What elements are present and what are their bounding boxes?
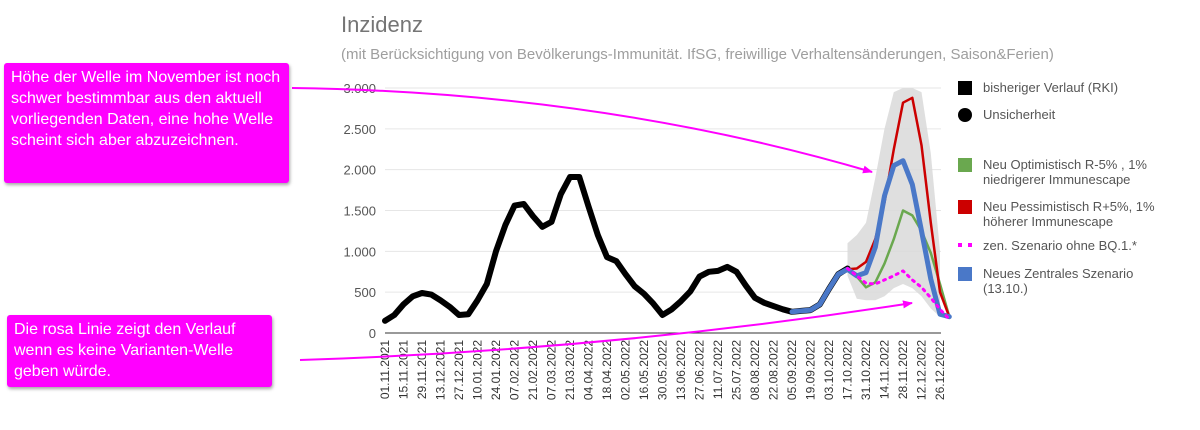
x-tick-label: 22.08.2022 bbox=[767, 340, 781, 400]
x-tick-label: 16.05.2022 bbox=[637, 340, 651, 400]
x-tick-label: 27.12.2021 bbox=[452, 340, 466, 400]
legend-item-no-bq1: zen. Szenario ohne BQ.1.* bbox=[958, 238, 1137, 253]
x-tick-label: 12.12.2022 bbox=[915, 340, 929, 400]
x-tick-label: 15.11.2021 bbox=[397, 340, 411, 399]
legend-label: Neu Optimistisch R-5% , 1% niedrigerer I… bbox=[983, 157, 1147, 187]
legend-swatch bbox=[958, 243, 972, 247]
y-tick-label: 3.000 bbox=[343, 81, 376, 96]
legend-swatch bbox=[958, 267, 972, 281]
no-bq1-series-line bbox=[846, 267, 951, 321]
x-tick-label: 07.02.2022 bbox=[508, 340, 522, 400]
legend-item-central: Neues Zentrales Szenario (13.10.) bbox=[958, 266, 1153, 296]
chart-subtitle: (mit Berücksichtigung von Bevölkerungs-I… bbox=[341, 46, 1054, 63]
x-tick-label: 07.03.2022 bbox=[545, 340, 559, 400]
x-tick-label: 31.10.2022 bbox=[859, 340, 873, 400]
axis-labels: 0 500 1.000 1.500 2.000 2.500 3.000 01.11.2021 1… bbox=[343, 81, 947, 400]
x-tick-label: 04.04.2022 bbox=[582, 340, 596, 400]
legend-swatch bbox=[958, 158, 972, 172]
x-tick-label: 10.01.2022 bbox=[471, 340, 485, 400]
y-tick-label: 500 bbox=[354, 285, 376, 300]
y-tick-label: 2.000 bbox=[343, 163, 376, 178]
x-tick-label: 18.04.2022 bbox=[600, 340, 614, 400]
series-layer bbox=[382, 96, 952, 324]
x-tick-label: 21.02.2022 bbox=[526, 340, 540, 400]
historical-series-line bbox=[382, 174, 851, 324]
callout-arrow-top bbox=[291, 87, 873, 174]
x-tick-label: 21.03.2022 bbox=[563, 340, 577, 400]
x-tick-label: 08.08.2022 bbox=[748, 340, 762, 400]
legend-label: zen. Szenario ohne BQ.1.* bbox=[983, 238, 1137, 253]
legend-label: Neu Pessimistisch R+5%, 1% höherer Immun… bbox=[983, 199, 1155, 229]
x-tick-label: 19.09.2022 bbox=[804, 340, 818, 400]
legend-item-optimistic: Neu Optimistisch R-5% , 1% niedrigerer I… bbox=[958, 157, 1183, 187]
x-tick-label: 05.09.2022 bbox=[785, 340, 799, 400]
x-tick-label: 29.11.2021 bbox=[415, 340, 429, 399]
chart-title: Inzidenz bbox=[341, 12, 423, 37]
legend-item-uncertainty: Unsicherheit bbox=[958, 107, 1055, 122]
x-tick-label: 28.11.2022 bbox=[896, 340, 910, 399]
gridlines bbox=[385, 87, 941, 334]
y-tick-label: 0 bbox=[369, 326, 376, 341]
x-tick-label: 13.06.2022 bbox=[674, 340, 688, 400]
callout-arrows bbox=[291, 87, 913, 361]
central-series-line bbox=[789, 158, 952, 320]
y-tick-label: 1.000 bbox=[343, 244, 376, 259]
legend-label: Neues Zentrales Szenario (13.10.) bbox=[983, 266, 1134, 296]
y-tick-label: 1.500 bbox=[343, 204, 376, 219]
x-tick-label: 02.05.2022 bbox=[619, 340, 633, 400]
x-tick-label: 25.07.2022 bbox=[730, 340, 744, 400]
callout-bottom: Die rosa Linie zeigt den Verlauf wenn es… bbox=[7, 315, 272, 387]
pessimistic-series-line bbox=[846, 96, 951, 318]
legend-swatch bbox=[958, 108, 972, 122]
x-tick-label: 24.01.2022 bbox=[489, 340, 503, 400]
x-tick-label: 03.10.2022 bbox=[822, 340, 836, 400]
x-tick-label: 14.11.2022 bbox=[878, 340, 892, 399]
x-tick-label: 01.11.2021 bbox=[378, 340, 392, 399]
legend-item-pessimistic: Neu Pessimistisch R+5%, 1% höherer Immun… bbox=[958, 199, 1183, 229]
callout-top: Höhe der Welle im November ist noch schw… bbox=[4, 63, 289, 183]
legend-swatch bbox=[958, 200, 972, 214]
x-tick-label: 11.07.2022 bbox=[711, 340, 725, 399]
x-tick-label: 27.06.2022 bbox=[693, 340, 707, 400]
legend-item-historical: bisheriger Verlauf (RKI) bbox=[958, 80, 1118, 95]
x-tick-label: 17.10.2022 bbox=[841, 340, 855, 400]
legend-swatch bbox=[958, 81, 972, 95]
y-tick-label: 2.500 bbox=[343, 122, 376, 137]
x-tick-label: 13.12.2021 bbox=[434, 340, 448, 400]
callout-arrow-bottom bbox=[299, 300, 913, 361]
legend-label: Unsicherheit bbox=[983, 107, 1056, 122]
x-tick-label: 26.12.2022 bbox=[933, 340, 947, 400]
x-tick-label: 30.05.2022 bbox=[656, 340, 670, 400]
legend-label: bisheriger Verlauf (RKI) bbox=[983, 80, 1119, 95]
optimistic-series-line bbox=[846, 209, 951, 318]
